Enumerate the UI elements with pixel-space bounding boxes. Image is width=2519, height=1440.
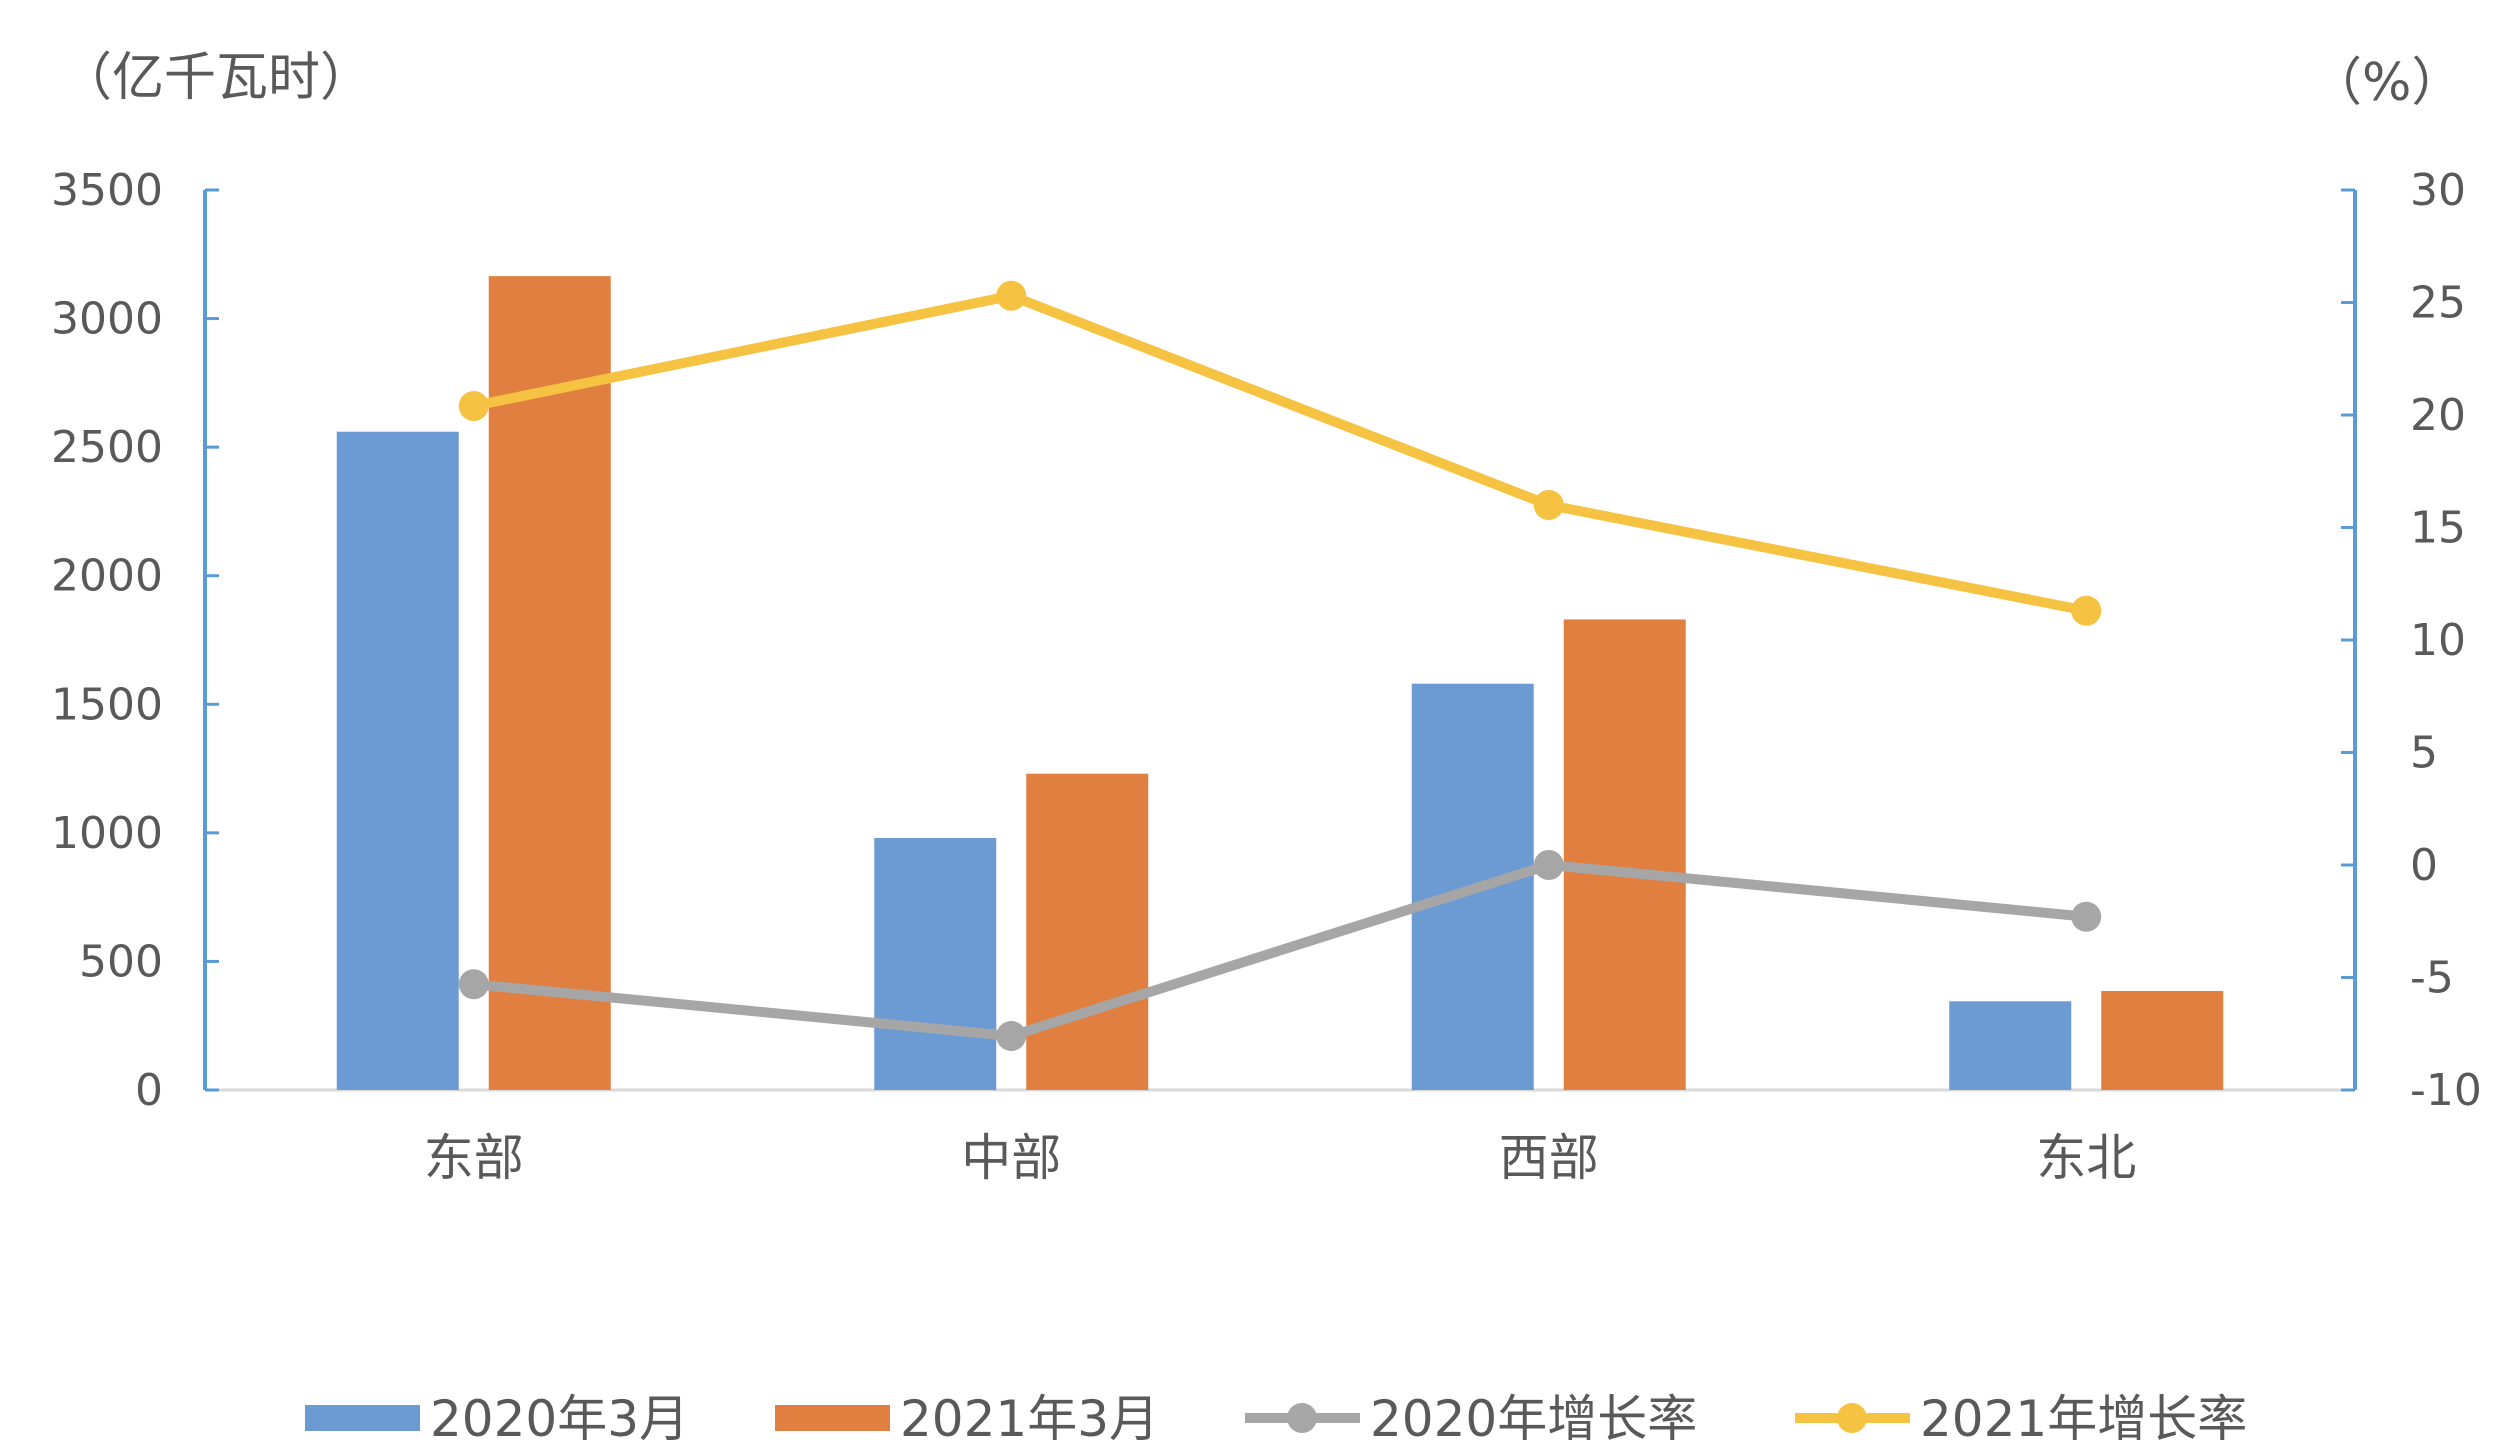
bar-2020年3月-中部: [874, 838, 997, 1090]
right-tick-label: 25: [2410, 278, 2466, 329]
right-tick-label: 0: [2410, 840, 2438, 891]
left-tick-label: 1500: [51, 679, 163, 730]
legend-label: 2020年增长率: [1370, 1390, 1697, 1440]
line-2021年增长率: [468, 290, 2092, 616]
point-2020年增长率-中部: [996, 1021, 1027, 1051]
category-label: 中部: [961, 1129, 1061, 1187]
bar-2020年3月-东北: [1949, 1001, 2072, 1090]
right-tick-label: 10: [2410, 615, 2466, 666]
right-axis-unit: （%）: [2310, 53, 2463, 113]
left-tick-label: 0: [135, 1065, 163, 1116]
left-axis-unit: （亿千瓦时）: [60, 48, 372, 108]
legend-label: 2020年3月: [430, 1390, 689, 1440]
left-tick-label: 2500: [51, 422, 163, 473]
category-labels: 东部 中部 西部 东北: [424, 1129, 2137, 1187]
point-2020年增长率-东北: [2071, 901, 2102, 932]
left-tick-label: 1000: [51, 808, 163, 859]
point-2021年增长率-东部: [458, 391, 489, 421]
left-tick-label: 3500: [51, 165, 163, 216]
point-2021年增长率-西部: [1533, 490, 1564, 520]
category-label: 东部: [424, 1129, 524, 1187]
right-tick-label: 30: [2410, 165, 2466, 216]
bar-2021年3月-西部: [1563, 619, 1686, 1090]
lines: [458, 280, 2102, 1051]
category-label: 西部: [1499, 1129, 1599, 1187]
bars: [336, 276, 2224, 1091]
right-tick-label: 15: [2410, 503, 2466, 554]
legend-marker-2021年增长率: [1837, 1403, 1867, 1433]
point-2020年增长率-西部: [1533, 850, 1564, 880]
bar-2021年3月-中部: [1026, 773, 1149, 1090]
point-2020年增长率-东部: [458, 969, 489, 1000]
legend: 2020年3月 2021年3月 2020年增长率 2021年增长率: [305, 1390, 2247, 1440]
right-tick-label: 20: [2410, 390, 2466, 441]
point-2021年增长率-中部: [996, 280, 1027, 311]
legend-marker-2020年增长率: [1287, 1403, 1317, 1433]
bar-2021年3月-东北: [2101, 991, 2224, 1090]
legend-swatch-2020年3月: [305, 1405, 420, 1431]
legend-swatch-2021年3月: [775, 1405, 890, 1431]
left-tick-label: 2000: [51, 551, 163, 602]
bar-2020年3月-东部: [336, 431, 459, 1090]
line-2020年增长率: [468, 860, 2092, 1041]
right-tick-label: -5: [2410, 953, 2454, 1004]
legend-label: 2021年增长率: [1920, 1390, 2247, 1440]
legend-label: 2021年3月: [900, 1390, 1159, 1440]
point-2021年增长率-东北: [2071, 595, 2102, 626]
bar-2021年3月-东部: [488, 276, 611, 1091]
right-tick-label: -10: [2410, 1065, 2482, 1116]
category-label: 东北: [2036, 1129, 2136, 1187]
axes: 0 500 1000 1500 2000 2500 3000 3500 -10 -5 0 5 10 15 2…: [51, 165, 2482, 1116]
left-tick-label: 500: [79, 936, 163, 987]
right-tick-label: 5: [2410, 728, 2438, 779]
left-tick-label: 3000: [51, 294, 163, 345]
